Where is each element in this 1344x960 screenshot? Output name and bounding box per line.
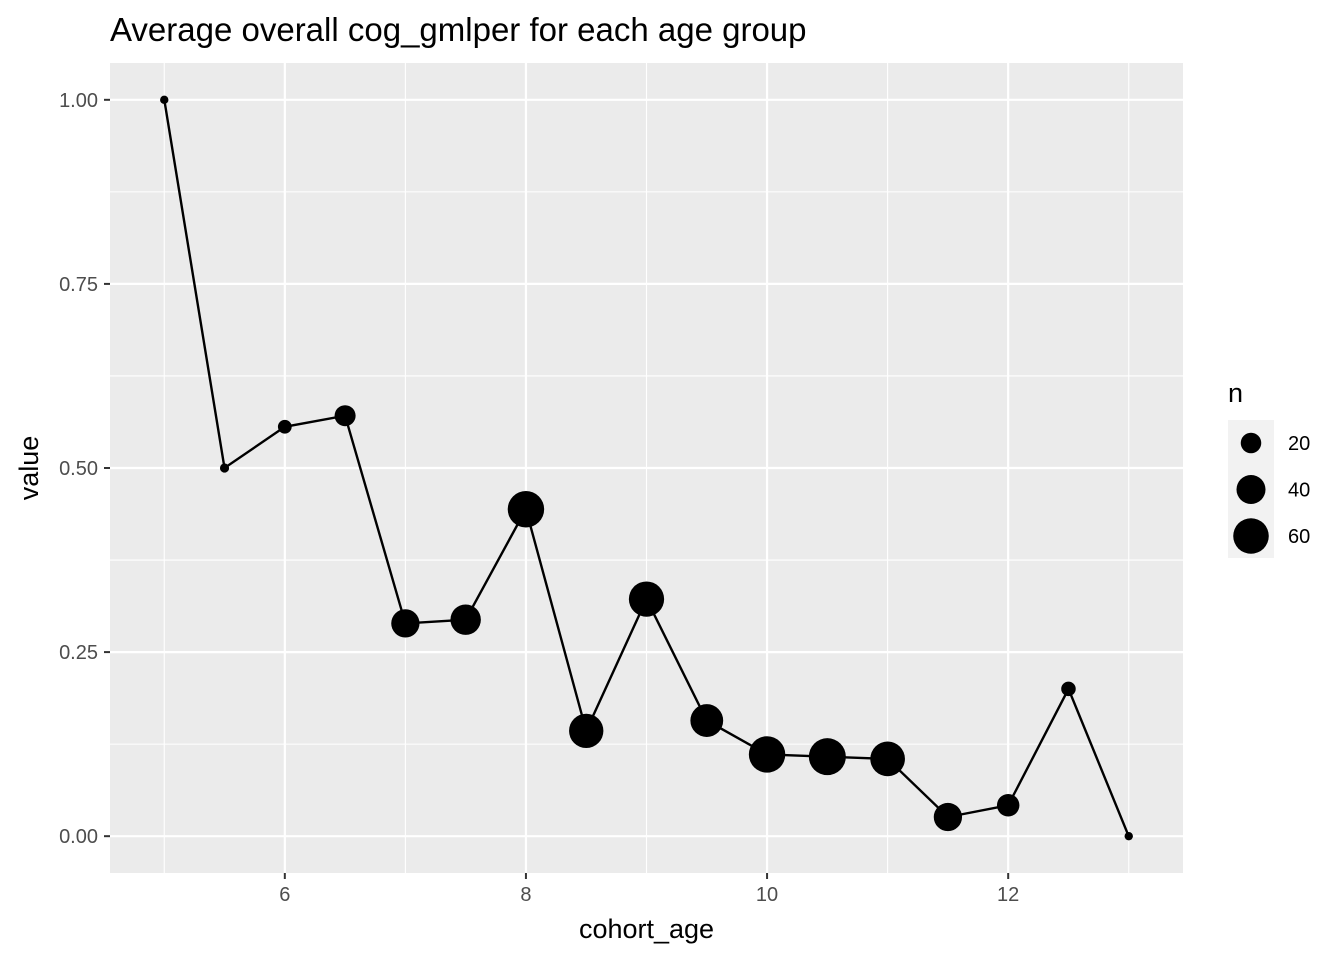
legend-title: n bbox=[1228, 378, 1243, 408]
x-axis-title: cohort_age bbox=[579, 914, 714, 944]
data-point bbox=[870, 741, 905, 777]
data-point bbox=[277, 419, 292, 434]
legend-keys: 20 40 60 bbox=[1233, 432, 1310, 554]
legend-key-circle bbox=[1236, 474, 1266, 505]
data-point bbox=[1124, 831, 1133, 841]
data-point bbox=[334, 405, 356, 427]
y-axis-ticks: 0.00 0.25 0.50 0.75 1.00 bbox=[59, 90, 110, 848]
y-tick-label: 0.25 bbox=[59, 642, 98, 664]
data-point bbox=[569, 713, 604, 749]
legend-key-circle bbox=[1233, 518, 1269, 554]
data-point bbox=[450, 604, 481, 635]
data-point bbox=[690, 704, 724, 737]
legend-key-circle bbox=[1240, 432, 1262, 454]
data-point bbox=[391, 609, 420, 638]
x-axis-ticks: 6 8 10 12 bbox=[279, 873, 1019, 906]
data-point bbox=[933, 802, 963, 832]
legend-key-label: 40 bbox=[1288, 480, 1310, 502]
data-point bbox=[160, 95, 169, 105]
chart-title: Average overall cog_gmlper for each age … bbox=[110, 11, 807, 48]
data-point bbox=[507, 491, 545, 528]
x-tick-label: 8 bbox=[520, 884, 531, 906]
y-tick-label: 1.00 bbox=[59, 90, 98, 112]
size-legend: n 20 40 60 bbox=[1228, 378, 1310, 558]
data-point bbox=[808, 738, 846, 776]
data-points bbox=[160, 95, 1133, 841]
data-point bbox=[628, 581, 665, 617]
data-point bbox=[996, 794, 1020, 817]
data-point bbox=[219, 463, 230, 473]
y-tick-label: 0.50 bbox=[59, 458, 98, 480]
x-tick-label: 12 bbox=[997, 884, 1019, 906]
x-tick-label: 6 bbox=[279, 884, 290, 906]
legend-key-label: 20 bbox=[1288, 433, 1310, 455]
x-tick-label: 10 bbox=[756, 884, 778, 906]
y-axis-title: value bbox=[14, 436, 44, 501]
major-gridlines bbox=[110, 63, 1183, 873]
y-tick-label: 0.75 bbox=[59, 274, 98, 296]
data-point bbox=[1061, 681, 1076, 697]
y-tick-label: 0.00 bbox=[59, 826, 98, 848]
data-point bbox=[748, 736, 786, 773]
legend-key-label: 60 bbox=[1288, 526, 1310, 548]
